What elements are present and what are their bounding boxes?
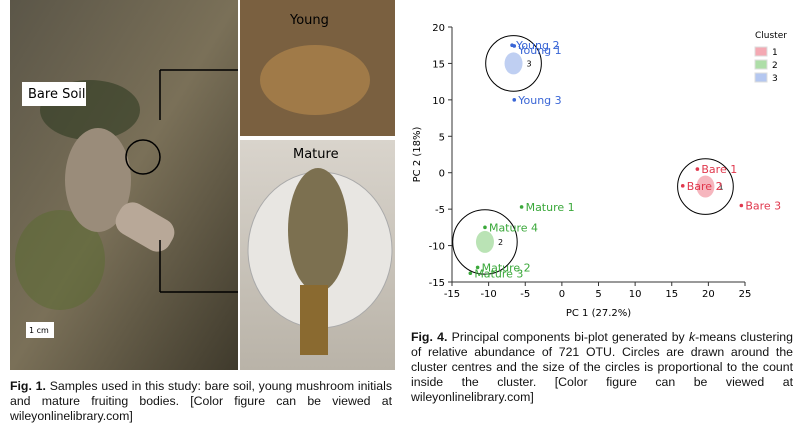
- y-tick-label: -5: [435, 205, 445, 216]
- caption-text: Principal components bi-plot generated b…: [451, 330, 689, 344]
- point-label: Bare 1: [701, 163, 737, 176]
- caption: Fig. 4. Principal components bi-plot gen…: [411, 330, 793, 405]
- cluster-label: 2: [498, 238, 503, 247]
- point: [468, 271, 473, 276]
- photo-label: Bare Soil: [28, 87, 86, 102]
- cluster-centre: [696, 175, 715, 198]
- legend-title: Cluster: [755, 31, 787, 41]
- y-tick-label: 0: [439, 169, 445, 180]
- mature-stem: [300, 285, 328, 355]
- y-tick-label: 15: [432, 59, 445, 70]
- caption-text: -means clustering of relative abundance …: [411, 330, 793, 404]
- legend-swatch: [754, 59, 768, 70]
- y-tick-label: -15: [429, 278, 445, 289]
- point-label: Mature 4: [489, 221, 538, 234]
- point-label: Mature 3: [474, 267, 523, 280]
- x-tick-label: -5: [520, 289, 530, 300]
- x-tick-label: 10: [629, 289, 642, 300]
- cluster-centre: [475, 230, 494, 253]
- legend-label: 1: [772, 48, 778, 58]
- legend-label: 3: [772, 74, 778, 84]
- caption: Fig. 1. Samples used in this study: bare…: [10, 379, 392, 424]
- point-label: Bare 2: [687, 180, 723, 193]
- y-tick-label: 10: [432, 96, 445, 107]
- x-tick-label: 20: [702, 289, 715, 300]
- caption-text: Samples used in this study: bare soil, y…: [10, 379, 393, 423]
- point-label: Young 2: [515, 39, 559, 52]
- scale-label: 1 cm: [29, 326, 49, 335]
- point-label: Bare 3: [745, 200, 781, 213]
- x-axis-title: PC 1 (27.2%): [566, 308, 631, 319]
- legend-swatch: [754, 72, 768, 83]
- photo-label: Young: [289, 13, 329, 28]
- x-tick-label: 25: [739, 289, 752, 300]
- point-label: Mature 2: [482, 261, 531, 274]
- point: [483, 225, 487, 230]
- x-tick-label: -15: [444, 289, 460, 300]
- cluster-circle: [452, 209, 518, 275]
- y-tick-label: -10: [429, 242, 445, 253]
- cluster-label: 3: [527, 59, 532, 68]
- caption-label: Fig. 1.: [10, 379, 46, 393]
- scale-box: [26, 322, 54, 338]
- y-axis-title: PC 2 (18%): [412, 127, 423, 183]
- x-tick-label: 5: [595, 289, 601, 300]
- cluster-centre: [504, 52, 523, 75]
- y-tick-label: 5: [439, 132, 445, 143]
- cluster-circle: [485, 35, 542, 92]
- cluster-label: 1: [718, 183, 723, 192]
- x-tick-label: -10: [480, 289, 496, 300]
- point-label: Young 1: [517, 44, 561, 57]
- legend-label: 2: [772, 61, 778, 71]
- x-tick-label: 15: [665, 289, 678, 300]
- morel-stem: [115, 202, 175, 252]
- young-mushroom: [260, 45, 370, 115]
- caption-label: Fig. 4.: [411, 330, 448, 344]
- point: [680, 184, 685, 188]
- legend-swatch: [754, 46, 768, 57]
- caption-text: k: [688, 330, 696, 344]
- y-tick-label: 20: [432, 23, 445, 34]
- moss-patch: [15, 210, 105, 310]
- point: [739, 203, 744, 208]
- photo-label: Mature: [293, 147, 339, 162]
- point: [519, 205, 524, 209]
- point: [512, 98, 517, 102]
- highlight-circle: [125, 139, 161, 175]
- point: [512, 44, 517, 48]
- mature-mushroom: [288, 168, 348, 292]
- point-label: Young 3: [517, 94, 561, 107]
- chart: -15 -10 -5 0 5 10 15 20 25 -15 -10 -5 0 5 10 15 20 PC 1 (…: [412, 23, 787, 319]
- label-box: [22, 82, 86, 106]
- point: [475, 265, 480, 270]
- point-label: Mature 1: [526, 201, 575, 214]
- cluster-circle: [677, 158, 734, 215]
- point: [695, 167, 700, 171]
- x-tick-label: 0: [559, 289, 565, 300]
- morel: [65, 128, 131, 232]
